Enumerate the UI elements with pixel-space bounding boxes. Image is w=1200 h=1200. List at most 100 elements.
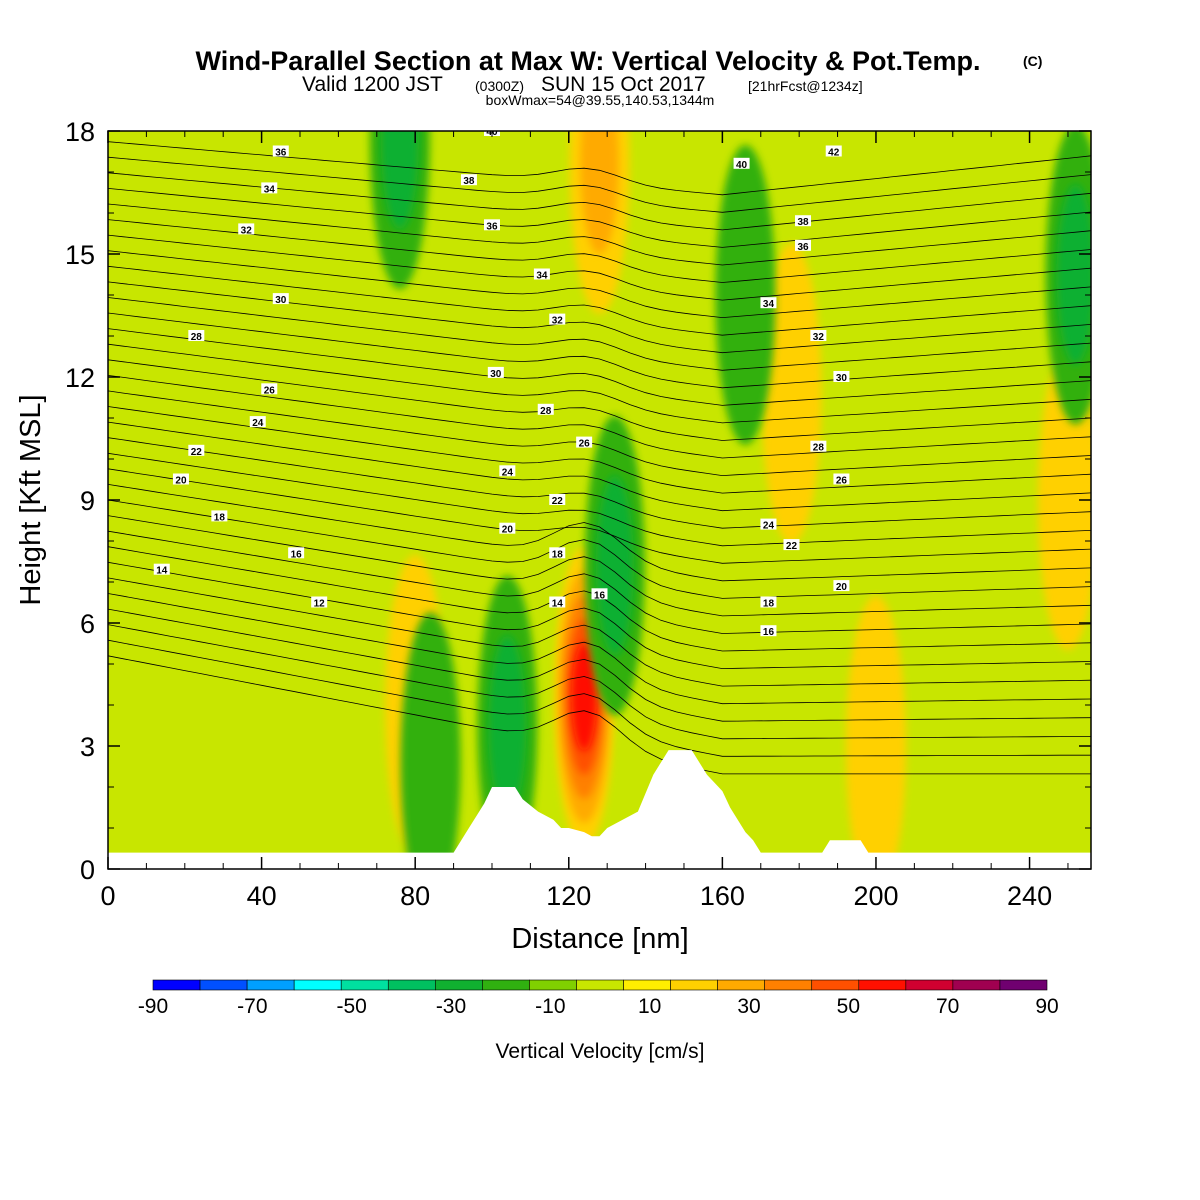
contour-label: 32 bbox=[813, 332, 825, 343]
downdraft-1-level-0 bbox=[400, 612, 461, 869]
x-tick-label: 0 bbox=[100, 881, 115, 911]
colorbar-label: 70 bbox=[936, 995, 959, 1018]
contour-label-bg bbox=[288, 547, 305, 559]
theta-contour bbox=[108, 188, 1091, 248]
contour-label-bg bbox=[795, 215, 812, 227]
colorbar-segment bbox=[529, 979, 577, 991]
x-tick-label: 240 bbox=[1007, 881, 1052, 911]
colorbar-label: 10 bbox=[638, 995, 661, 1018]
colorbar-segment bbox=[387, 979, 436, 991]
theta-contour bbox=[108, 561, 1091, 670]
theta-contour bbox=[108, 203, 1091, 266]
forecast-info: [21hrFcst@1234z] bbox=[748, 78, 863, 94]
theta-contour bbox=[108, 406, 1091, 494]
valid-time-local: Valid 1200 JST bbox=[302, 73, 443, 96]
contour-label: 30 bbox=[275, 295, 287, 306]
valid-time-utc: (0300Z) bbox=[475, 78, 524, 94]
contour-label: 26 bbox=[579, 439, 591, 450]
colorbar-segment bbox=[999, 979, 1048, 991]
colorbar-segment bbox=[199, 979, 248, 991]
contour-label-bg bbox=[261, 383, 278, 395]
contour-label: 12 bbox=[314, 599, 326, 610]
colorbar-segment bbox=[670, 979, 718, 991]
contour-label-bg bbox=[238, 223, 255, 235]
contour-label: 34 bbox=[536, 271, 548, 282]
contour-label-bg bbox=[760, 518, 777, 530]
contour-label: 18 bbox=[763, 599, 775, 610]
colorbar-segment bbox=[246, 979, 295, 991]
theta-contour bbox=[108, 297, 1091, 371]
contour-label: 24 bbox=[502, 467, 514, 478]
colorbar-segment bbox=[717, 979, 765, 991]
y-axis-label: Height [Kft MSL] bbox=[15, 394, 47, 605]
updraft-4-level-0 bbox=[845, 596, 906, 869]
contour-label: 40 bbox=[736, 160, 748, 171]
contour-label: 16 bbox=[763, 627, 775, 638]
colorbar-segment bbox=[576, 979, 624, 991]
theta-contour bbox=[108, 515, 1091, 617]
contour-label: 18 bbox=[552, 549, 564, 560]
x-axis-label: Distance [nm] bbox=[511, 923, 688, 955]
downdraft-0-level-1 bbox=[488, 635, 527, 816]
contour-label-bg bbox=[576, 436, 593, 448]
colorbar-label: 50 bbox=[837, 995, 860, 1018]
colorbar-segment bbox=[811, 979, 860, 991]
y-tick-label: 9 bbox=[80, 486, 95, 516]
contour-label: 32 bbox=[241, 225, 253, 236]
contour-label: 36 bbox=[486, 221, 498, 232]
theta-contour bbox=[108, 375, 1091, 459]
colorbar-label: 90 bbox=[1035, 995, 1058, 1018]
contour-label-bg bbox=[460, 174, 477, 186]
contour-label-bg bbox=[825, 145, 842, 157]
updraft-5-level-0 bbox=[1037, 350, 1091, 650]
contour-label-bg bbox=[833, 371, 850, 382]
contour-label-bg bbox=[549, 313, 566, 325]
contour-label: 34 bbox=[264, 184, 276, 195]
contour-label-bg bbox=[537, 403, 554, 415]
contour-label: 32 bbox=[552, 316, 564, 327]
contour-label-bg bbox=[833, 580, 850, 592]
contour-label-bg bbox=[810, 330, 827, 341]
colorbar bbox=[152, 979, 1048, 991]
contour-label: 24 bbox=[763, 521, 775, 532]
theta-contour bbox=[108, 156, 1091, 213]
theta-contour bbox=[108, 452, 1091, 547]
updraft-1-level-1 bbox=[580, 131, 619, 254]
contour-label: 18 bbox=[214, 512, 226, 523]
colorbar-label: -70 bbox=[237, 995, 267, 1018]
contour-label: 38 bbox=[797, 217, 809, 228]
colorbar-labels: -90 -70 -50 -30 -10 10 30 50 70 90 bbox=[138, 995, 1059, 1018]
contour-label: 16 bbox=[291, 549, 303, 560]
contour-label-bg bbox=[249, 416, 266, 428]
contour-label-bg bbox=[153, 563, 170, 575]
y-tick-label: 15 bbox=[65, 240, 95, 270]
contour-label-bg bbox=[188, 330, 205, 341]
theta-contour bbox=[108, 141, 1091, 196]
theta-contour bbox=[108, 390, 1091, 477]
contour-label: 22 bbox=[786, 541, 798, 552]
contour-label-bg bbox=[760, 596, 777, 608]
contour-label: 14 bbox=[156, 566, 168, 577]
contour-label-bg bbox=[810, 440, 827, 452]
contour-label: 28 bbox=[191, 332, 203, 343]
colorbar-segment bbox=[905, 979, 954, 991]
colorbar-label: -50 bbox=[336, 995, 366, 1018]
axis-ticks bbox=[107, 130, 1091, 870]
contour-label-bg bbox=[549, 494, 566, 505]
theta-contour bbox=[108, 624, 1091, 740]
contour-label: 28 bbox=[540, 406, 552, 417]
x-tick-labels: 0 40 80 120 160 200 240 bbox=[100, 881, 1052, 911]
theta-contour bbox=[108, 359, 1091, 441]
contour-label: 38 bbox=[463, 176, 475, 187]
contour-label-bg bbox=[499, 465, 516, 477]
colorbar-title: Vertical Velocity [cm/s] bbox=[496, 1040, 705, 1063]
contour-label: 20 bbox=[502, 525, 514, 536]
contour-label: 22 bbox=[552, 496, 564, 507]
y-tick-label: 3 bbox=[80, 732, 95, 762]
theta-contour bbox=[108, 437, 1091, 529]
theta-contour bbox=[108, 499, 1091, 599]
x-tick-label: 200 bbox=[853, 881, 898, 911]
x-tick-label: 40 bbox=[247, 881, 277, 911]
contour-label-bg bbox=[188, 444, 205, 456]
